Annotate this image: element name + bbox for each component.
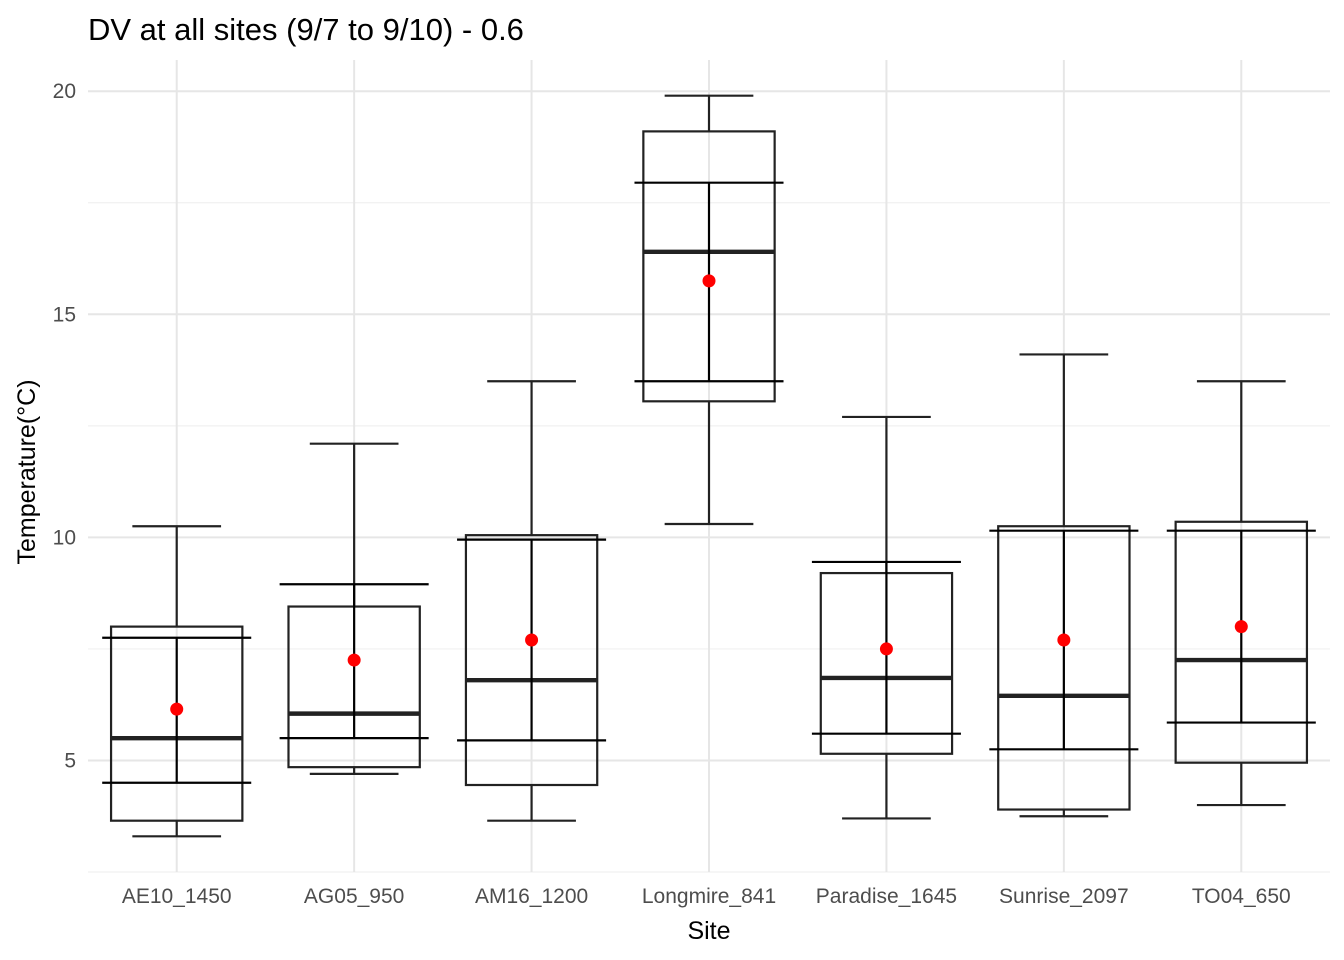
x-tick-label: TO04_650: [1192, 885, 1291, 908]
box-group: [1166, 380, 1316, 807]
mean-point: [1234, 620, 1248, 634]
box-iqr: [642, 130, 776, 403]
y-tick-label: 5: [64, 749, 76, 772]
box-group: [634, 94, 784, 526]
box-group: [279, 442, 429, 775]
y-tick-label: 15: [53, 303, 76, 326]
box-group: [457, 380, 607, 822]
boxes: [102, 94, 1316, 838]
mean-point: [347, 653, 361, 667]
y-tick-labels: 5 10 15 20: [53, 80, 76, 772]
box-group: [989, 353, 1139, 818]
mean-point: [1057, 633, 1071, 647]
box-group: [102, 525, 252, 838]
x-axis-title: Site: [687, 917, 730, 945]
box-iqr: [464, 534, 599, 787]
y-tick-label: 10: [53, 526, 76, 549]
mean-point: [702, 274, 716, 288]
box-group: [811, 415, 961, 820]
x-tick-label: AE10_1450: [122, 885, 232, 908]
box-iqr: [997, 525, 1131, 811]
x-tick-label: Longmire_841: [642, 885, 776, 908]
x-tick-labels: AE10_1450 AG05_950 AM16_1200 Longmire_841 Pa…: [122, 885, 1291, 908]
x-tick-label: AG05_950: [304, 885, 404, 908]
x-tick-label: Paradise_1645: [816, 885, 957, 908]
mean-point: [170, 702, 184, 716]
y-tick-label: 20: [53, 80, 76, 103]
chart-title: DV at all sites (9/7 to 9/10) - 0.6: [88, 12, 524, 47]
mean-point: [879, 642, 893, 656]
mean-point: [525, 633, 539, 647]
y-axis-title: Temperature(°C): [13, 379, 41, 564]
box-iqr: [109, 625, 244, 822]
x-tick-label: Sunrise_2097: [999, 885, 1129, 908]
box-iqr: [1174, 520, 1309, 764]
x-tick-label: AM16_1200: [475, 885, 588, 908]
